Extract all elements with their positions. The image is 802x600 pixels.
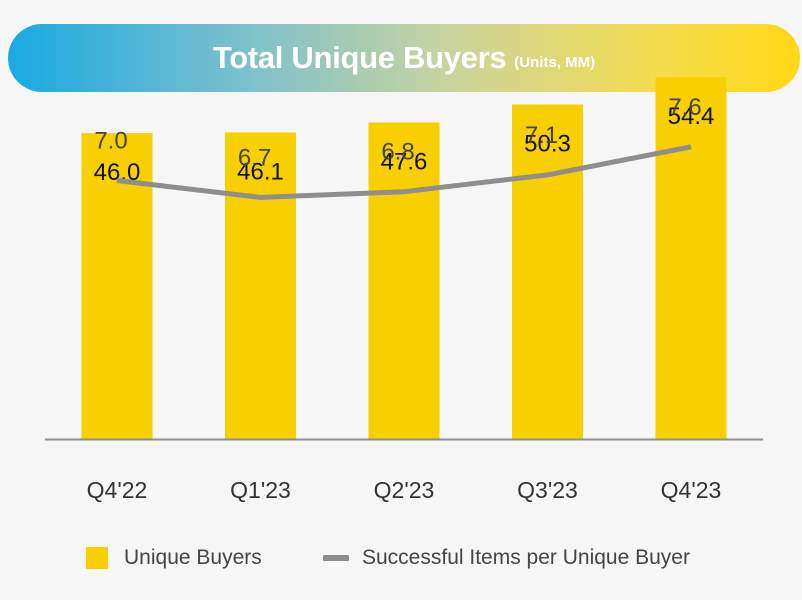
- x-tick-label: Q4'22: [87, 477, 148, 503]
- legend-bar-label: Unique Buyers: [124, 546, 262, 569]
- chart-title: Total Unique Buyers: [212, 40, 507, 75]
- bar-value-label: 46.1: [237, 158, 284, 185]
- legend-bar-swatch: [86, 547, 108, 569]
- line-value-label: 6.8: [381, 139, 414, 166]
- bar-Q3'23: [512, 104, 583, 439]
- legend-line-label: Successful Items per Unique Buyer: [362, 546, 690, 569]
- x-tick-label: Q1'23: [230, 477, 291, 503]
- bar-value-label: 54.4: [668, 103, 715, 130]
- bar-value-label: 50.3: [524, 131, 571, 158]
- legend-line-swatch: [323, 555, 349, 561]
- x-tick-label: Q2'23: [374, 477, 435, 503]
- line-value-label: 7.0: [94, 127, 127, 154]
- x-tick-label: Q3'23: [517, 477, 578, 503]
- bar-Q1'23: [225, 132, 296, 439]
- bar-Q4'23: [655, 77, 727, 440]
- line-value-label: 6.7: [238, 144, 271, 171]
- bar-Q2'23: [368, 122, 440, 440]
- chart-subtitle: (Units, MM): [514, 53, 596, 71]
- bar-value-label: 47.6: [381, 148, 428, 175]
- line-value-label: 7.1: [525, 122, 558, 149]
- chart-title-banner: Total Unique Buyers (Units, MM): [8, 24, 800, 92]
- line-value-label: 7.6: [668, 94, 701, 121]
- combo-chart: 46.0 46.1 47.650.354.4Q4'22 Q1'23 Q2'23 Q3'23…: [45, 77, 763, 503]
- legend: Unique Buyers Successful Items per Uniqu…: [0, 540, 802, 576]
- x-tick-label: Q4'23: [661, 477, 722, 503]
